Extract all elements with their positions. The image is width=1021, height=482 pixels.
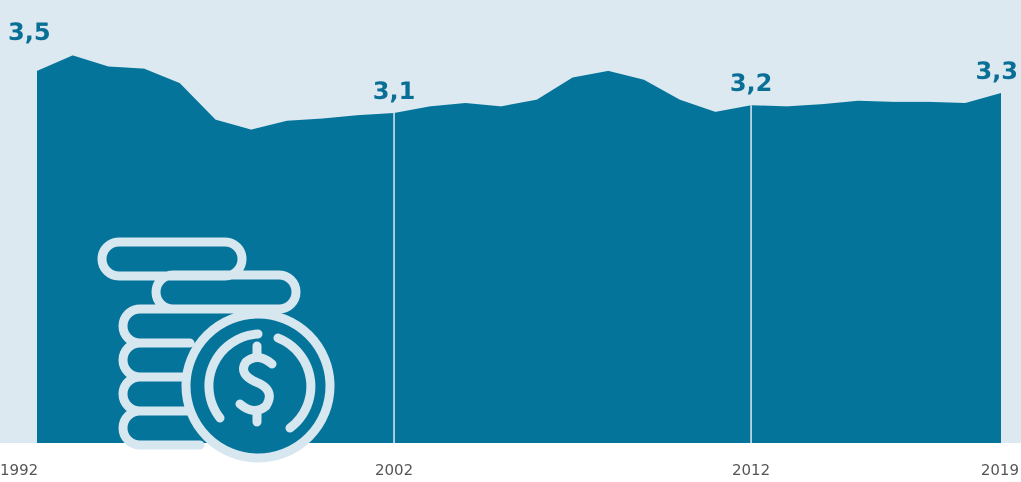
x-tick-label: 2002: [375, 461, 413, 479]
value-label: 3,5: [8, 18, 51, 46]
value-label: 3,1: [373, 77, 416, 105]
value-label: 3,2: [730, 69, 773, 97]
x-tick-label: 2012: [732, 461, 770, 479]
x-tick-label: 1992: [0, 461, 38, 479]
x-tick-label: 2019: [981, 461, 1019, 479]
value-label: 3,3: [975, 57, 1018, 85]
coins-icon: [97, 237, 335, 463]
